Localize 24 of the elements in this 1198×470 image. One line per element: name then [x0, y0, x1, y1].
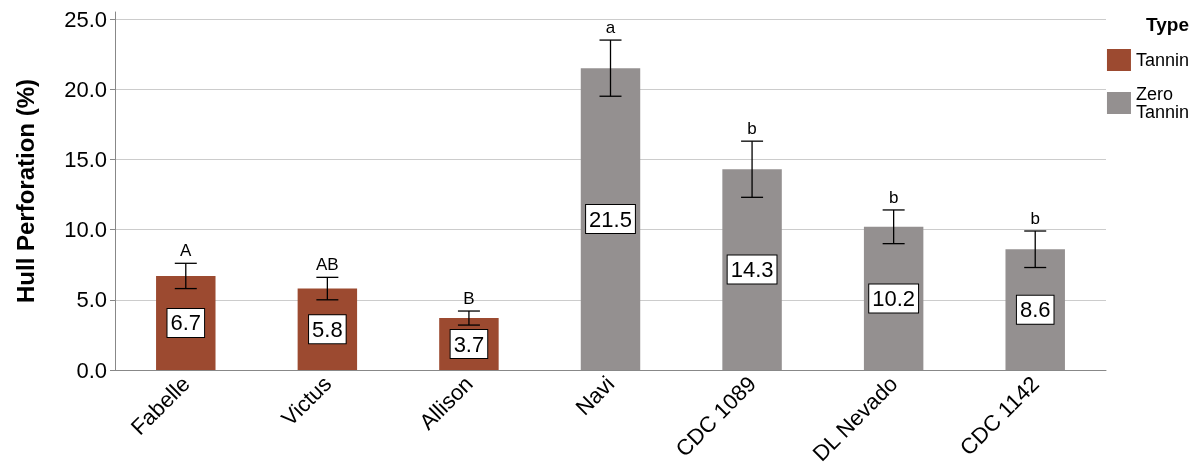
y-tick-label: 25.0	[64, 6, 107, 32]
annotation: AB	[316, 255, 339, 275]
legend-title: Type	[1146, 14, 1189, 35]
data-label: 8.6	[1019, 297, 1051, 323]
data-label: 3.7	[453, 331, 485, 357]
annotation: A	[180, 241, 193, 261]
annotation: B	[463, 289, 475, 309]
data-label: 21.5	[589, 206, 632, 232]
annotation: b	[747, 119, 757, 139]
legend-label: Zero Tannin	[1135, 84, 1189, 122]
y-tick-label: 20.0	[64, 76, 107, 102]
annotation: a	[605, 18, 616, 38]
data-label: 6.7	[170, 310, 202, 336]
y-axis-title: Hull Perforation (%)	[11, 78, 39, 304]
annotation: b	[1030, 209, 1040, 229]
annotation: b	[888, 187, 899, 207]
y-tick-label: 10.0	[64, 217, 107, 243]
data-label: 5.8	[312, 316, 343, 342]
y-tick-label: 5.0	[76, 287, 107, 313]
y-tick-label: 15.0	[64, 146, 107, 172]
data-label: 14.3	[730, 257, 774, 283]
legend-label: Tannin	[1135, 50, 1189, 70]
y-tick-label: 0.0	[76, 357, 107, 383]
data-label: 10.2	[872, 285, 916, 311]
